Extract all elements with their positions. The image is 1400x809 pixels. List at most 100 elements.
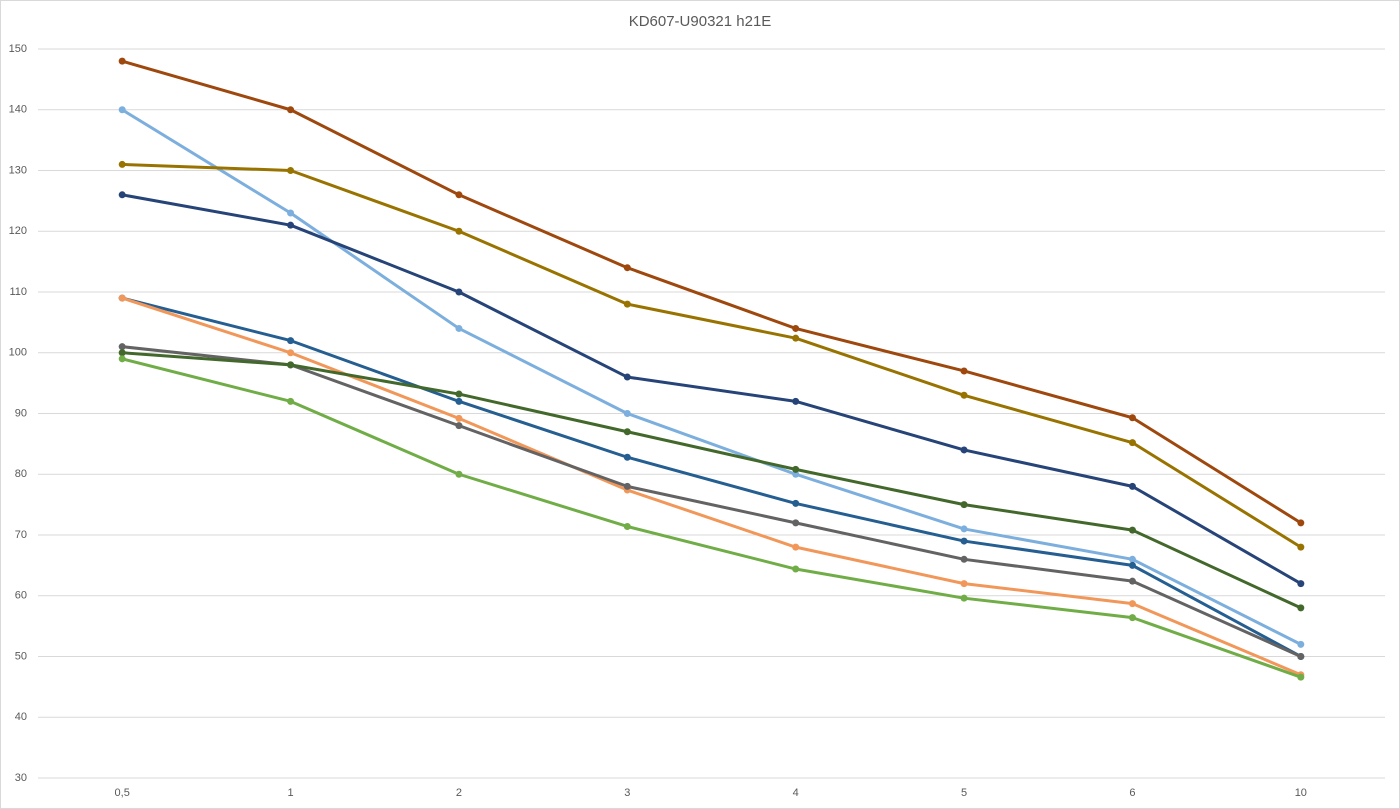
chart-title: KD607-U90321 h21E (629, 13, 772, 30)
data-point (623, 482, 631, 490)
data-point (792, 334, 800, 342)
x-tick-label: 1 (288, 787, 294, 799)
data-point (455, 470, 463, 478)
y-tick-label: 70 (15, 529, 27, 541)
x-tick-label: 5 (961, 787, 967, 799)
data-point (118, 160, 126, 168)
data-point (792, 565, 800, 573)
data-point (792, 324, 800, 332)
data-point (455, 324, 463, 332)
data-point (118, 57, 126, 65)
y-tick-label: 30 (15, 772, 27, 784)
x-tick-label: 4 (793, 787, 799, 799)
data-point (1297, 673, 1305, 681)
data-point (1128, 439, 1136, 447)
data-point (1128, 526, 1136, 534)
data-point (960, 537, 968, 545)
data-point (960, 594, 968, 602)
series-line (121, 193, 1302, 585)
data-point (287, 349, 295, 357)
data-point (623, 264, 631, 272)
x-tick-label: 10 (1295, 787, 1307, 799)
x-tick-label: 2 (456, 787, 462, 799)
data-point (455, 390, 463, 398)
data-point (623, 522, 631, 530)
data-point (792, 543, 800, 551)
data-point (118, 294, 126, 302)
data-point (287, 337, 295, 345)
series-line (121, 108, 1302, 646)
data-point (455, 397, 463, 405)
data-point (455, 288, 463, 296)
x-tick-label: 0,5 (115, 787, 130, 799)
data-point (1128, 482, 1136, 490)
data-point (792, 465, 800, 473)
series-line (121, 357, 1302, 679)
data-point (118, 343, 126, 351)
data-point (287, 106, 295, 114)
data-point (623, 410, 631, 417)
x-tick-label: 3 (624, 787, 630, 799)
data-point (287, 397, 295, 405)
data-point (1297, 543, 1305, 551)
y-tick-label: 130 (9, 164, 27, 176)
data-point (1297, 653, 1305, 660)
data-point (1297, 604, 1305, 612)
series-line (121, 296, 1302, 677)
data-point (623, 373, 631, 381)
y-tick-label: 60 (15, 590, 27, 602)
data-point (287, 167, 295, 174)
y-tick-label: 140 (9, 104, 27, 116)
data-point (960, 391, 968, 399)
data-point (792, 397, 800, 405)
series-line (121, 296, 1302, 658)
data-point (960, 555, 968, 563)
y-tick-label: 100 (9, 347, 27, 359)
data-point (623, 453, 631, 461)
series-line (122, 351, 1302, 610)
data-point (792, 519, 800, 527)
y-tick-label: 80 (15, 468, 27, 480)
y-tick-label: 50 (15, 650, 27, 662)
data-point (1297, 640, 1305, 648)
data-point (455, 414, 463, 422)
data-point (455, 191, 463, 199)
data-point (960, 525, 968, 533)
data-point (1297, 580, 1305, 588)
data-point (118, 191, 126, 199)
x-tick-label: 6 (1129, 787, 1135, 799)
data-point (287, 361, 295, 369)
data-point (287, 209, 295, 217)
data-point (1297, 519, 1305, 527)
data-point (960, 501, 968, 509)
data-point (960, 580, 968, 588)
y-tick-label: 120 (9, 225, 27, 237)
data-point (455, 227, 463, 235)
data-point (118, 106, 126, 114)
y-tick-label: 90 (15, 407, 27, 419)
data-point (960, 446, 968, 454)
data-point (792, 470, 800, 478)
y-tick-label: 150 (9, 43, 27, 55)
series-line (121, 59, 1302, 525)
data-point (287, 221, 295, 229)
series-line (122, 162, 1302, 549)
data-point (623, 300, 631, 308)
series-line (122, 345, 1302, 658)
data-point (623, 428, 631, 436)
data-point (455, 422, 463, 430)
data-point (960, 367, 968, 375)
data-point (118, 355, 126, 363)
data-point (1128, 577, 1136, 585)
data-point (118, 349, 126, 357)
y-tick-label: 110 (9, 286, 27, 298)
data-point (1128, 561, 1136, 569)
data-point (1128, 414, 1136, 422)
data-point (1128, 614, 1136, 622)
data-point (1128, 555, 1136, 563)
y-tick-label: 40 (15, 711, 27, 723)
data-point (792, 499, 800, 507)
data-point (1128, 600, 1136, 608)
